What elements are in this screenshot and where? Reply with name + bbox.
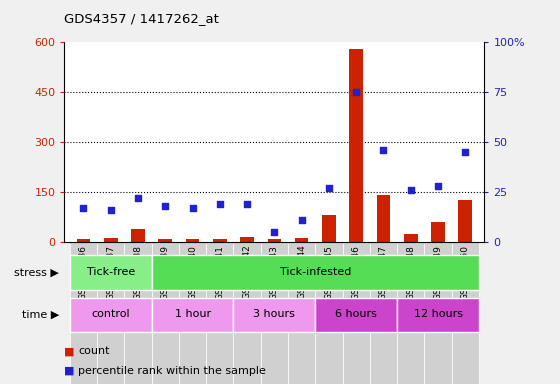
Bar <box>377 195 390 242</box>
Bar <box>452 242 479 244</box>
Text: 3 hours: 3 hours <box>254 309 295 319</box>
Bar <box>424 242 452 384</box>
Text: count: count <box>78 346 110 356</box>
Bar <box>397 298 479 332</box>
Bar <box>206 242 234 384</box>
Bar <box>213 239 227 242</box>
Bar <box>234 298 315 332</box>
Bar <box>288 242 315 384</box>
Bar <box>459 200 472 242</box>
Text: ■: ■ <box>64 366 75 376</box>
Bar <box>370 242 397 384</box>
Bar <box>70 298 152 332</box>
Text: time ▶: time ▶ <box>21 310 59 320</box>
Bar <box>152 242 179 244</box>
Point <box>352 89 361 95</box>
Bar <box>349 49 363 242</box>
Point <box>297 217 306 223</box>
Bar <box>268 239 281 242</box>
Bar <box>124 242 152 244</box>
Point <box>407 187 416 193</box>
Bar <box>261 242 288 244</box>
Text: percentile rank within the sample: percentile rank within the sample <box>78 366 266 376</box>
Point <box>216 201 225 207</box>
Bar <box>179 242 206 244</box>
Bar <box>97 242 124 244</box>
Bar <box>315 242 343 384</box>
Text: Tick-infested: Tick-infested <box>279 267 351 277</box>
Bar <box>186 239 199 242</box>
Bar <box>152 298 234 332</box>
Bar <box>295 238 309 242</box>
Bar <box>343 242 370 384</box>
Text: GDS4357 / 1417262_at: GDS4357 / 1417262_at <box>64 12 220 25</box>
Bar <box>77 238 90 242</box>
Text: stress ▶: stress ▶ <box>14 268 59 278</box>
Bar <box>70 242 97 244</box>
Bar <box>104 238 118 242</box>
Bar <box>124 242 152 384</box>
Point <box>324 185 333 191</box>
Point <box>242 201 251 207</box>
Bar <box>179 242 206 384</box>
Bar <box>158 239 172 242</box>
Bar <box>315 242 343 244</box>
Bar <box>206 242 234 244</box>
Point <box>270 229 279 235</box>
Bar <box>452 242 479 384</box>
Bar <box>343 242 370 244</box>
Bar <box>370 242 397 244</box>
Text: control: control <box>91 309 130 319</box>
Bar <box>397 242 424 384</box>
Bar <box>240 237 254 242</box>
Bar <box>97 242 124 384</box>
Point <box>188 205 197 211</box>
Text: 1 hour: 1 hour <box>175 309 211 319</box>
Text: ■: ■ <box>64 346 75 356</box>
Text: Tick-free: Tick-free <box>87 267 135 277</box>
Point <box>79 205 88 211</box>
Bar <box>234 242 261 384</box>
Bar <box>234 242 261 244</box>
Point <box>379 147 388 153</box>
Bar <box>70 255 152 290</box>
Bar <box>131 228 145 242</box>
Bar <box>424 242 452 244</box>
Point <box>106 207 115 213</box>
Point <box>461 149 470 155</box>
Bar <box>152 255 479 290</box>
Bar <box>322 215 336 242</box>
Point <box>133 195 142 201</box>
Bar <box>315 298 397 332</box>
Bar <box>261 242 288 384</box>
Bar <box>431 222 445 242</box>
Point <box>161 203 170 209</box>
Bar <box>404 233 418 242</box>
Text: 12 hours: 12 hours <box>413 309 463 319</box>
Bar <box>70 242 97 384</box>
Bar <box>152 242 179 384</box>
Point <box>433 183 442 189</box>
Bar <box>288 242 315 244</box>
Bar <box>397 242 424 244</box>
Text: 6 hours: 6 hours <box>335 309 377 319</box>
